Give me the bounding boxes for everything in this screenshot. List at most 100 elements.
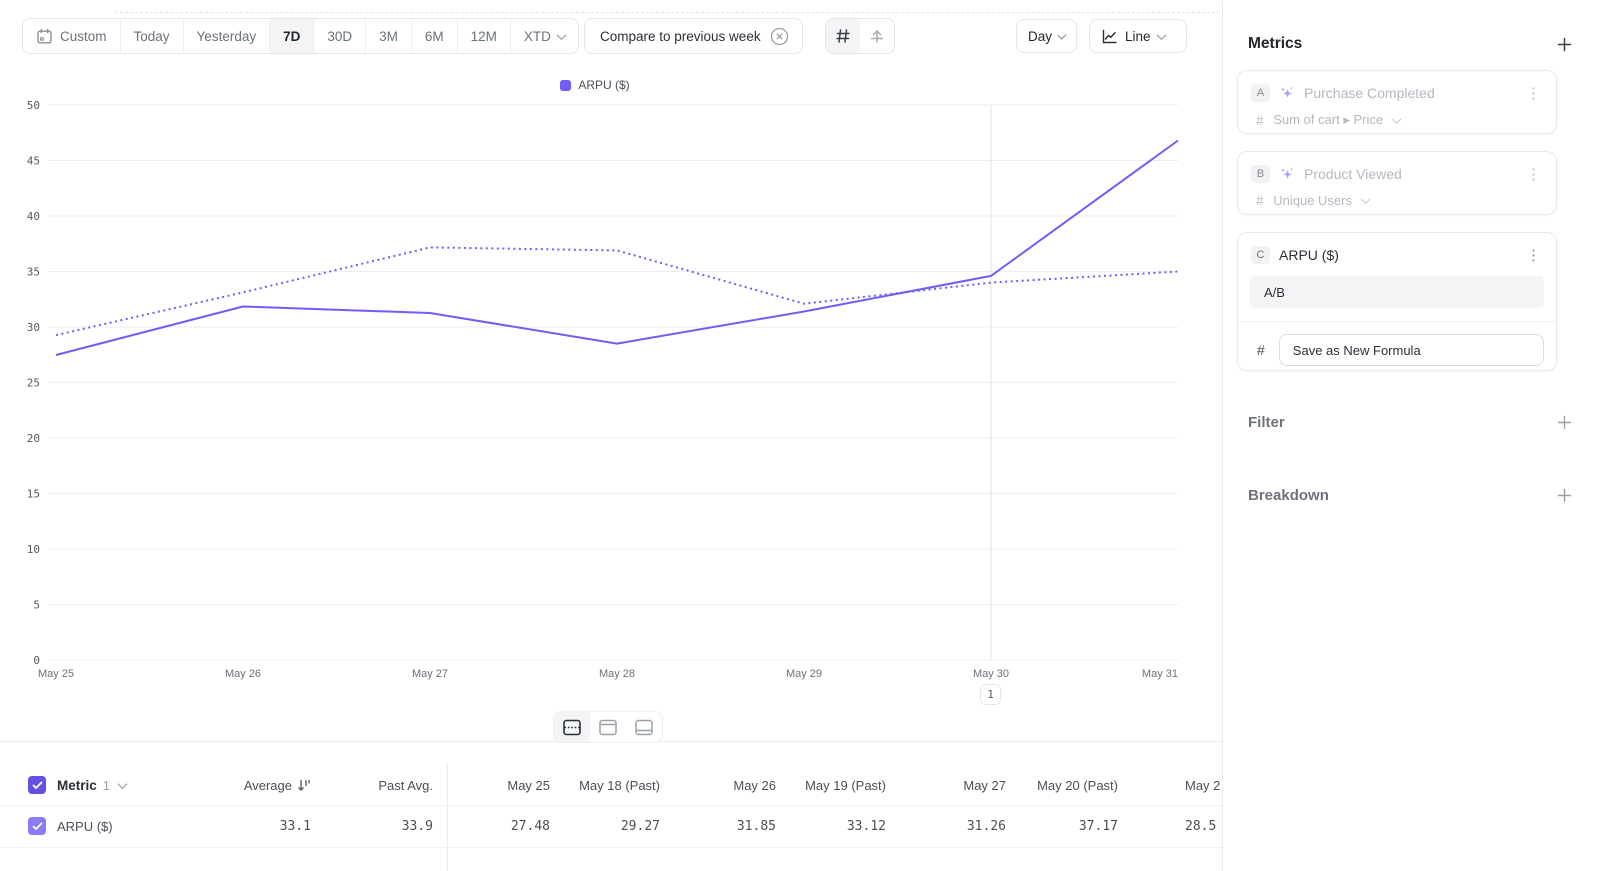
- close-circle-icon[interactable]: [770, 27, 789, 46]
- svg-text:45: 45: [27, 155, 40, 168]
- svg-text:30: 30: [27, 321, 40, 334]
- granularity-label: Day: [1028, 28, 1053, 44]
- svg-text:May 28: May 28: [599, 668, 635, 680]
- up-arrow-from-line-icon[interactable]: [860, 19, 894, 53]
- sparkle-icon: [1281, 167, 1293, 179]
- column-header[interactable]: May 25: [447, 778, 564, 793]
- chevron-down-icon: [556, 29, 567, 40]
- range-button-6m[interactable]: 6M: [412, 19, 458, 53]
- metric-card-a[interactable]: A Purchase Completed ⋮ # Sum of cart ▸ P…: [1237, 70, 1557, 134]
- line-chart-icon: [1102, 29, 1117, 43]
- measure-selector[interactable]: # Unique Users: [1238, 189, 1556, 221]
- svg-text:May 27: May 27: [412, 668, 448, 680]
- measure-selector[interactable]: # Sum of cart ▸ Price: [1238, 108, 1556, 141]
- chart-type-dropdown[interactable]: Line: [1089, 19, 1187, 53]
- kebab-menu-icon[interactable]: ⋮: [1526, 84, 1541, 102]
- metric-count: 1: [102, 777, 110, 793]
- chart-type-label: Line: [1125, 28, 1151, 44]
- range-button-custom[interactable]: Custom: [23, 19, 121, 53]
- table-value-cell: 31.85: [736, 818, 776, 834]
- range-button-7d[interactable]: 7D: [270, 19, 315, 53]
- compare-chip[interactable]: Compare to previous week: [584, 18, 803, 54]
- measure-label: Sum of cart ▸ Price: [1273, 112, 1384, 127]
- number-type-icon: #: [1257, 342, 1265, 358]
- add-filter-plus-icon[interactable]: [1553, 411, 1575, 433]
- svg-text:0: 0: [33, 654, 40, 667]
- annotation-badge[interactable]: 1: [980, 684, 1001, 705]
- table-row-divider: [0, 847, 1222, 848]
- kebab-menu-icon[interactable]: ⋮: [1526, 246, 1541, 264]
- column-header[interactable]: Past Avg.: [325, 778, 447, 793]
- query-sidebar: Metrics A Purchase Completed ⋮ # Sum of …: [1222, 0, 1600, 871]
- arpu-line-chart[interactable]: 0 5 10 15 20 25 30 35 40 45 50 May 25 May 26 May 27 Ma…: [0, 95, 1200, 707]
- column-header[interactable]: May 19 (Past): [790, 778, 900, 793]
- table-value-cell: 27.48: [510, 818, 550, 834]
- legend-label: ARPU ($): [578, 78, 630, 92]
- hash-grid-icon[interactable]: [826, 19, 860, 53]
- add-breakdown-plus-icon[interactable]: [1553, 484, 1575, 506]
- range-button-label: 12M: [470, 28, 497, 44]
- range-button-12m[interactable]: 12M: [458, 19, 511, 53]
- range-button-3m[interactable]: 3M: [366, 19, 412, 53]
- formula-input[interactable]: A/B: [1250, 276, 1544, 308]
- table-value-cell: 37.17: [1078, 818, 1118, 834]
- range-button-yesterday[interactable]: Yesterday: [184, 19, 271, 53]
- svg-text:35: 35: [27, 266, 40, 279]
- table-column-divider: [447, 763, 448, 871]
- svg-text:10: 10: [27, 543, 40, 556]
- chevron-down-icon[interactable]: [117, 778, 128, 789]
- filter-section-header: Filter: [1248, 411, 1575, 433]
- chart-pane: Custom Today Yesterday 7D 30D 3M 6M 12M XTD Comp…: [0, 12, 1222, 871]
- breakdown-title: Breakdown: [1248, 486, 1329, 504]
- value-display-toggle: [825, 18, 895, 54]
- column-header[interactable]: May 27: [900, 778, 1020, 793]
- range-button-label: 3M: [379, 28, 398, 44]
- column-header[interactable]: May 18 (Past): [564, 778, 674, 793]
- column-header[interactable]: May 2: [1132, 778, 1222, 793]
- column-header[interactable]: Average: [230, 778, 325, 793]
- svg-text:20: 20: [27, 432, 40, 445]
- layout-chart-icon[interactable]: [590, 712, 626, 742]
- number-type-icon: #: [1256, 193, 1264, 208]
- save-as-new-formula-button[interactable]: Save as New Formula: [1278, 334, 1544, 366]
- metric-card-b[interactable]: B Product Viewed ⋮ # Unique Users: [1237, 151, 1557, 215]
- compare-chip-label: Compare to previous week: [600, 28, 761, 44]
- range-button-label: Yesterday: [196, 28, 257, 44]
- sort-icon[interactable]: [297, 779, 311, 792]
- number-type-icon: #: [1256, 112, 1264, 128]
- column-header[interactable]: May 26: [674, 778, 790, 793]
- table-value-cell: 29.27: [620, 818, 660, 834]
- metrics-section-header: Metrics: [1248, 33, 1575, 55]
- metric-card-c[interactable]: C ARPU ($) ⋮ A/B # Save as New Formula: [1237, 232, 1557, 371]
- legend-swatch: [560, 79, 572, 91]
- layout-table-icon[interactable]: [626, 712, 662, 742]
- chevron-down-icon: [1391, 113, 1402, 124]
- column-header[interactable]: May 20 (Past): [1020, 778, 1132, 793]
- svg-text:25: 25: [27, 377, 40, 390]
- row-metric-label: ARPU ($): [57, 818, 113, 834]
- range-button-30d[interactable]: 30D: [314, 19, 367, 53]
- granularity-dropdown[interactable]: Day: [1016, 19, 1077, 53]
- metric-select-all-checkbox[interactable]: [28, 776, 46, 794]
- range-button-xtd[interactable]: XTD: [511, 19, 578, 53]
- svg-text:May 26: May 26: [225, 668, 261, 680]
- results-table: Metric 1 Average Past Avg. May 25 May 18 (P…: [0, 763, 1222, 871]
- range-button-label: 30D: [327, 28, 353, 44]
- chart-legend: ARPU ($): [0, 78, 1190, 92]
- column-header-label: Average: [243, 777, 292, 793]
- table-value-cell: 33.12: [846, 818, 886, 834]
- chevron-down-icon: [1360, 194, 1371, 205]
- column-header-label: May 25: [507, 777, 550, 793]
- svg-text:40: 40: [27, 210, 40, 223]
- range-button-today[interactable]: Today: [121, 19, 184, 53]
- table-header-divider: [0, 805, 1222, 806]
- layout-split-icon[interactable]: [554, 712, 590, 742]
- metrics-title: Metrics: [1248, 35, 1303, 52]
- add-metric-plus-icon[interactable]: [1553, 33, 1575, 55]
- row-checkbox[interactable]: [28, 817, 46, 835]
- kebab-menu-icon[interactable]: ⋮: [1526, 165, 1541, 183]
- layout-toggle-group: [553, 711, 663, 743]
- svg-text:May 31: May 31: [1142, 668, 1178, 680]
- measure-label: Unique Users: [1273, 193, 1352, 208]
